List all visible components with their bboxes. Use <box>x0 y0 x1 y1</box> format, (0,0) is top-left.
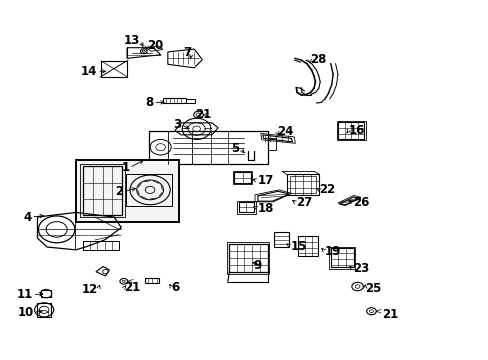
Text: 6: 6 <box>171 281 180 294</box>
Bar <box>83 241 119 250</box>
Text: 12: 12 <box>82 283 98 296</box>
Bar <box>233 172 250 183</box>
Bar <box>336 121 365 140</box>
Bar <box>238 202 254 212</box>
Text: 5: 5 <box>231 142 239 155</box>
Text: 21: 21 <box>124 281 140 294</box>
Text: 21: 21 <box>382 308 398 321</box>
Text: 16: 16 <box>348 124 364 137</box>
Bar <box>237 201 255 213</box>
Text: 3: 3 <box>173 118 181 131</box>
Bar <box>298 237 318 256</box>
Text: 14: 14 <box>81 65 97 78</box>
Bar <box>38 303 51 317</box>
Text: 8: 8 <box>145 96 153 109</box>
Text: 21: 21 <box>194 108 210 121</box>
Bar <box>274 232 288 247</box>
Text: 23: 23 <box>352 262 368 275</box>
Bar <box>76 160 179 222</box>
Bar <box>163 98 185 103</box>
Text: 27: 27 <box>296 197 312 210</box>
Text: 7: 7 <box>183 46 191 59</box>
Bar <box>148 131 268 164</box>
Text: 28: 28 <box>309 53 325 66</box>
Bar <box>80 164 125 217</box>
Bar <box>83 166 122 215</box>
Text: 19: 19 <box>325 245 341 258</box>
Bar <box>232 171 252 184</box>
Text: 9: 9 <box>252 259 261 272</box>
Text: 17: 17 <box>257 174 273 187</box>
Bar <box>185 99 194 103</box>
Bar <box>227 242 269 274</box>
Text: 1: 1 <box>121 161 129 174</box>
Text: 15: 15 <box>290 240 306 253</box>
Text: 10: 10 <box>18 306 34 319</box>
Bar <box>289 176 316 193</box>
Bar <box>41 290 51 297</box>
Text: 22: 22 <box>319 183 335 196</box>
Bar <box>286 174 319 195</box>
Text: 18: 18 <box>257 202 273 215</box>
Bar <box>126 174 171 206</box>
Text: 20: 20 <box>146 40 163 53</box>
Text: 25: 25 <box>365 282 381 295</box>
Text: 11: 11 <box>17 288 33 301</box>
Bar <box>328 247 354 269</box>
Text: 13: 13 <box>123 34 140 47</box>
Bar <box>330 248 353 267</box>
Bar <box>229 243 267 273</box>
Bar <box>101 61 127 77</box>
Bar <box>337 122 364 139</box>
Text: 4: 4 <box>23 211 31 224</box>
Text: 26: 26 <box>352 197 368 210</box>
Text: 24: 24 <box>277 125 293 138</box>
Bar <box>144 278 159 283</box>
Text: 2: 2 <box>115 185 123 198</box>
